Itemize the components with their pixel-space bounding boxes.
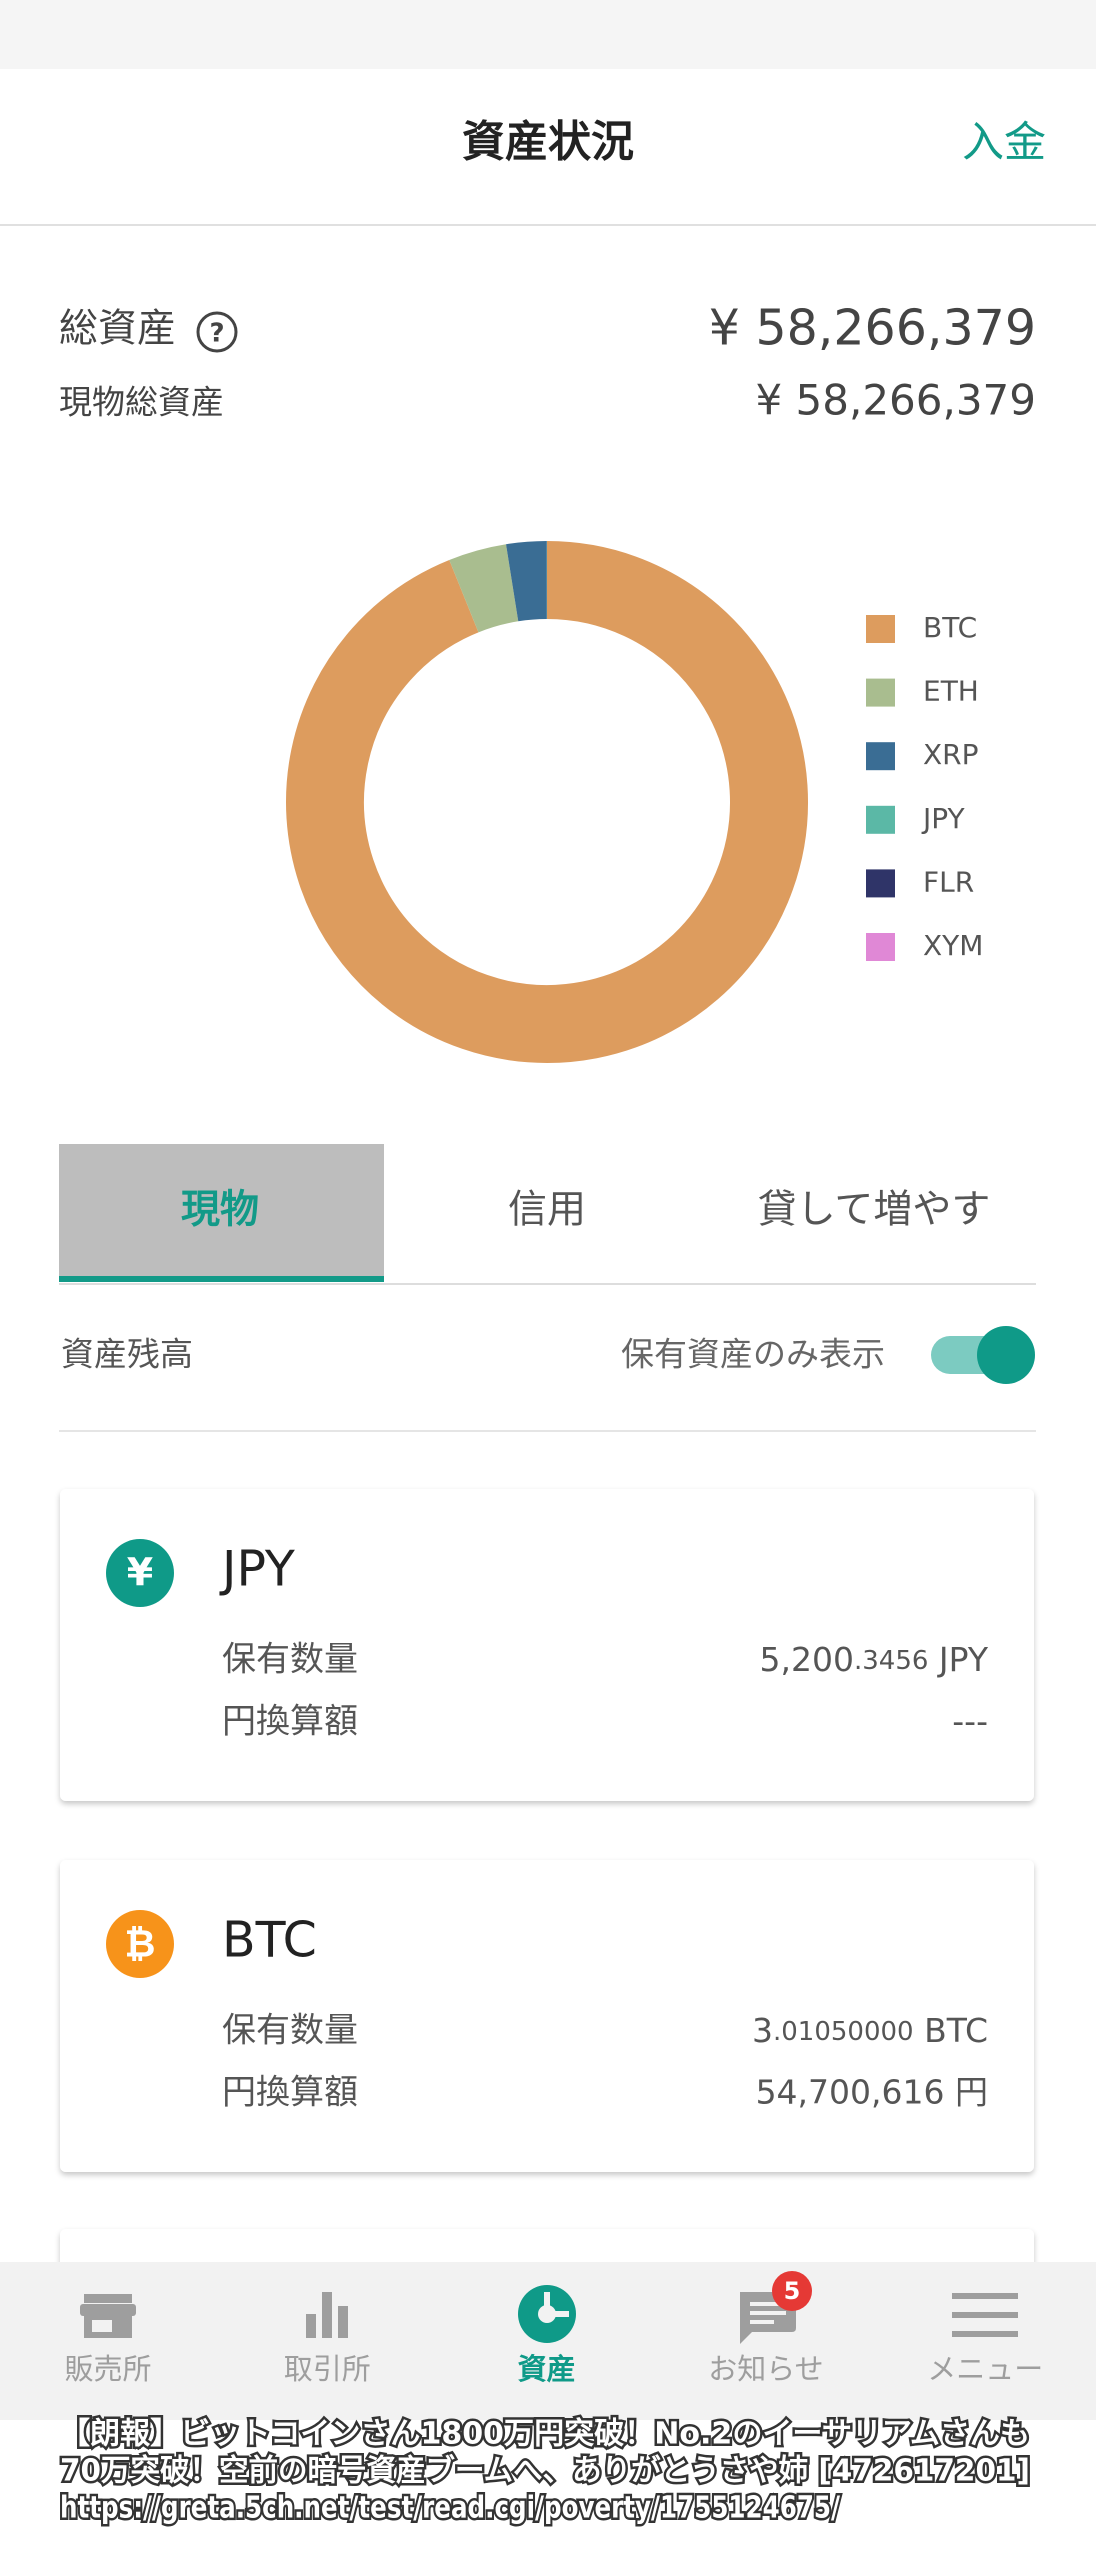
- legend-label: JPY: [921, 802, 966, 835]
- nav-item[interactable]: 資産: [518, 2352, 576, 2386]
- caption-line: https://greta.5ch.net/test/read.cgi/pove…: [60, 2491, 840, 2526]
- toggle-knob[interactable]: [977, 1326, 1035, 1384]
- asset-icon: [106, 1910, 174, 1978]
- nav-icon-news: [740, 2271, 812, 2344]
- donut-segment: [449, 544, 520, 633]
- total-value: ¥ 58,266,379: [709, 300, 1036, 357]
- tab[interactable]: 貸して増やす: [758, 1188, 991, 1233]
- asset-name: JPY: [219, 1541, 296, 1598]
- status-bar: [0, 0, 1096, 69]
- quantity-integer: 3: [752, 2011, 773, 2050]
- legend: BTC ETH XRP JPY FLR XYM: [866, 611, 983, 962]
- legend-label: BTC: [923, 611, 977, 644]
- asset-icon: [106, 1539, 174, 1607]
- value-label: 円換算額: [222, 2073, 358, 2113]
- legend-label: FLR: [923, 865, 974, 898]
- asset-name: BTC: [222, 1912, 317, 1969]
- nav-icon-menu: [952, 2293, 1018, 2337]
- quantity-decimal: .01050000: [773, 2017, 914, 2047]
- donut-segment: [506, 541, 548, 622]
- caption-line: 【朗報】ビットコインさん1800万円突破！No.2のイーサリアムさんも: [60, 2417, 1030, 2452]
- value-label: 円換算額: [222, 1702, 358, 1742]
- legend-swatch: [866, 805, 895, 834]
- caption: 【朗報】ビットコインさん1800万円突破！No.2のイーサリアムさんも70万突破…: [58, 2414, 1033, 2528]
- caption-area: [0, 2420, 1096, 2560]
- legend-swatch: [866, 742, 895, 771]
- nav-labels: 販売所 取引所 資産 お知らせ 5 メニュー: [64, 2277, 1043, 2386]
- legend-swatch: [866, 869, 895, 898]
- help-icon-glyph: ?: [209, 319, 224, 349]
- tab-indicator: [59, 1276, 384, 1282]
- deposit-button[interactable]: 入金: [962, 118, 1046, 167]
- legend-label: ETH: [923, 675, 979, 708]
- legend-swatch: [866, 933, 895, 961]
- app-bar: [0, 69, 1096, 225]
- spot-label: 現物総資産: [59, 383, 224, 422]
- tabs: 現物 信用 貸して増やす: [181, 1188, 990, 1233]
- donut-chart: [286, 540, 808, 1063]
- tab[interactable]: 現物: [181, 1188, 259, 1233]
- quantity-integer: 5,200: [760, 1640, 854, 1679]
- spot-value: ¥ 58,266,379: [755, 376, 1036, 425]
- quantity-decimal: .3456: [854, 1646, 928, 1676]
- legend-label: XRP: [923, 738, 979, 771]
- legend-label: XYM: [923, 929, 983, 962]
- quantity-value: 5,200.3456 JPY: [760, 1640, 989, 1679]
- nav-badge: 5: [784, 2277, 801, 2305]
- toggle-label: 保有資産のみ表示: [621, 1335, 885, 1374]
- quantity-value: 3.01050000 BTC: [752, 2011, 988, 2050]
- nav-item[interactable]: 販売所: [64, 2352, 151, 2386]
- tab-selected-bg: [59, 1144, 384, 1280]
- legend-swatch: [866, 615, 895, 643]
- asset-icon-glyph: ₿: [125, 1922, 156, 1966]
- quantity-label: 保有数量: [222, 2011, 358, 2051]
- quantity-unit: BTC: [914, 2011, 988, 2050]
- quantity-unit: JPY: [928, 1640, 988, 1679]
- asset-card[interactable]: [60, 1860, 1034, 2172]
- header-title: 資産状況: [462, 118, 634, 168]
- nav-icon-assets: [518, 2285, 576, 2343]
- asset-icon-glyph: ¥: [127, 1551, 153, 1595]
- filter-label: 資産残高: [61, 1335, 193, 1374]
- help-icon[interactable]: [196, 311, 238, 353]
- yen-value: ---: [952, 1702, 988, 1741]
- yen-value: 54,700,616 円: [756, 2073, 988, 2112]
- nav-item[interactable]: メニュー: [927, 2352, 1043, 2386]
- nav-item[interactable]: 取引所: [284, 2352, 371, 2386]
- donut-segment: [286, 541, 808, 1063]
- tab[interactable]: 信用: [508, 1188, 586, 1233]
- caption-line: 70万突破！空前の暗号資産ブームへ、ありがとうさや姉 [472617201]: [60, 2454, 1030, 2489]
- nav-icon-chart: [306, 2292, 348, 2338]
- nav-icon-shop: [80, 2294, 136, 2338]
- asset-card[interactable]: [60, 1489, 1034, 1801]
- total-label: 総資産: [59, 307, 176, 352]
- quantity-label: 保有数量: [222, 1640, 358, 1680]
- nav-item[interactable]: お知らせ: [708, 2352, 823, 2386]
- legend-swatch: [866, 678, 895, 707]
